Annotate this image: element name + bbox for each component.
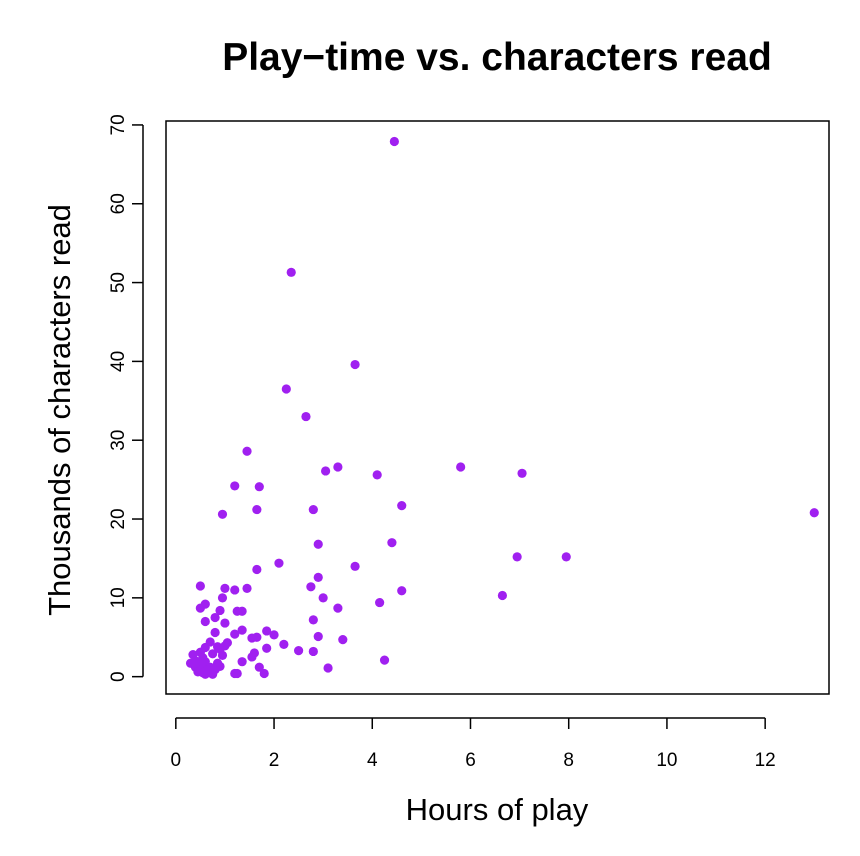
data-point bbox=[208, 649, 218, 659]
data-point bbox=[259, 668, 269, 679]
y-axis: 0 10 20 30 40 50 60 70 bbox=[108, 114, 144, 682]
data-point bbox=[333, 462, 343, 472]
data-point bbox=[313, 631, 323, 642]
data-point bbox=[387, 538, 397, 548]
data-point bbox=[379, 655, 390, 665]
data-point bbox=[254, 482, 264, 492]
data-point bbox=[237, 606, 247, 616]
data-point bbox=[313, 539, 323, 549]
data-point bbox=[397, 501, 407, 511]
data-point bbox=[456, 462, 466, 472]
data-point bbox=[200, 669, 210, 679]
data-point bbox=[242, 583, 252, 593]
data-point bbox=[262, 643, 272, 653]
data-point bbox=[512, 552, 522, 562]
y-tick-label: 60 bbox=[108, 193, 129, 214]
data-point bbox=[308, 615, 318, 625]
data-point bbox=[247, 633, 257, 643]
x-tick-label: 8 bbox=[563, 750, 574, 771]
data-point bbox=[306, 582, 316, 592]
x-tick-label: 6 bbox=[465, 750, 476, 771]
data-point bbox=[230, 629, 240, 639]
y-axis-label: Thousands of characters read bbox=[42, 204, 77, 616]
data-point bbox=[286, 267, 296, 277]
data-point bbox=[195, 581, 205, 591]
data-point bbox=[274, 558, 284, 568]
data-point bbox=[350, 359, 360, 370]
data-point bbox=[318, 593, 328, 603]
data-point bbox=[252, 564, 262, 575]
x-tick-label: 10 bbox=[656, 750, 677, 771]
data-point bbox=[517, 468, 527, 478]
y-tick-label: 20 bbox=[108, 508, 129, 529]
data-point bbox=[372, 470, 382, 480]
x-axis-label: Hours of play bbox=[406, 792, 589, 827]
chart-title: Play−time vs. characters read bbox=[222, 36, 772, 79]
x-axis: 0 2 4 6 8 10 12 bbox=[171, 717, 776, 771]
plot-area-border bbox=[165, 120, 830, 695]
data-point bbox=[200, 616, 210, 627]
y-tick-label: 50 bbox=[108, 272, 129, 293]
x-tick-label: 4 bbox=[367, 750, 378, 771]
x-tick-label: 2 bbox=[269, 750, 280, 771]
y-tick-label: 70 bbox=[108, 114, 129, 135]
data-point bbox=[323, 663, 333, 673]
data-point bbox=[294, 646, 304, 656]
data-point bbox=[230, 585, 240, 595]
data-point bbox=[281, 384, 291, 394]
data-point bbox=[375, 597, 385, 608]
data-point bbox=[389, 136, 399, 147]
data-point bbox=[220, 583, 230, 593]
data-point bbox=[247, 652, 257, 662]
data-point bbox=[208, 669, 218, 679]
data-point bbox=[217, 509, 228, 519]
data-point bbox=[230, 481, 240, 491]
y-tick-label: 40 bbox=[108, 351, 129, 372]
data-point bbox=[397, 586, 407, 596]
data-point bbox=[269, 630, 279, 640]
data-point bbox=[237, 657, 247, 667]
data-point bbox=[242, 446, 252, 456]
data-point bbox=[301, 411, 311, 422]
y-tick-label: 0 bbox=[108, 671, 129, 682]
data-points bbox=[185, 136, 819, 679]
data-point bbox=[210, 612, 220, 623]
data-point bbox=[220, 618, 230, 628]
data-point bbox=[217, 593, 228, 603]
data-point bbox=[321, 466, 331, 476]
data-point bbox=[217, 650, 228, 660]
data-point bbox=[561, 552, 571, 562]
data-point bbox=[350, 561, 360, 571]
data-point bbox=[308, 646, 318, 657]
data-point bbox=[497, 590, 508, 601]
data-point bbox=[333, 603, 343, 613]
y-tick-label: 10 bbox=[108, 587, 129, 608]
data-point bbox=[232, 668, 242, 679]
y-tick-label: 30 bbox=[108, 430, 129, 451]
x-tick-label: 0 bbox=[171, 750, 182, 771]
data-point bbox=[308, 504, 318, 515]
data-point bbox=[279, 639, 289, 649]
data-point bbox=[195, 603, 205, 613]
data-point bbox=[210, 627, 220, 638]
data-point bbox=[262, 626, 272, 636]
data-point bbox=[254, 662, 264, 672]
x-tick-label: 12 bbox=[755, 750, 776, 771]
data-point bbox=[215, 605, 225, 616]
data-point bbox=[237, 625, 247, 635]
data-point bbox=[809, 508, 819, 518]
data-point bbox=[252, 504, 262, 515]
data-point bbox=[338, 635, 348, 645]
data-point bbox=[313, 572, 323, 582]
